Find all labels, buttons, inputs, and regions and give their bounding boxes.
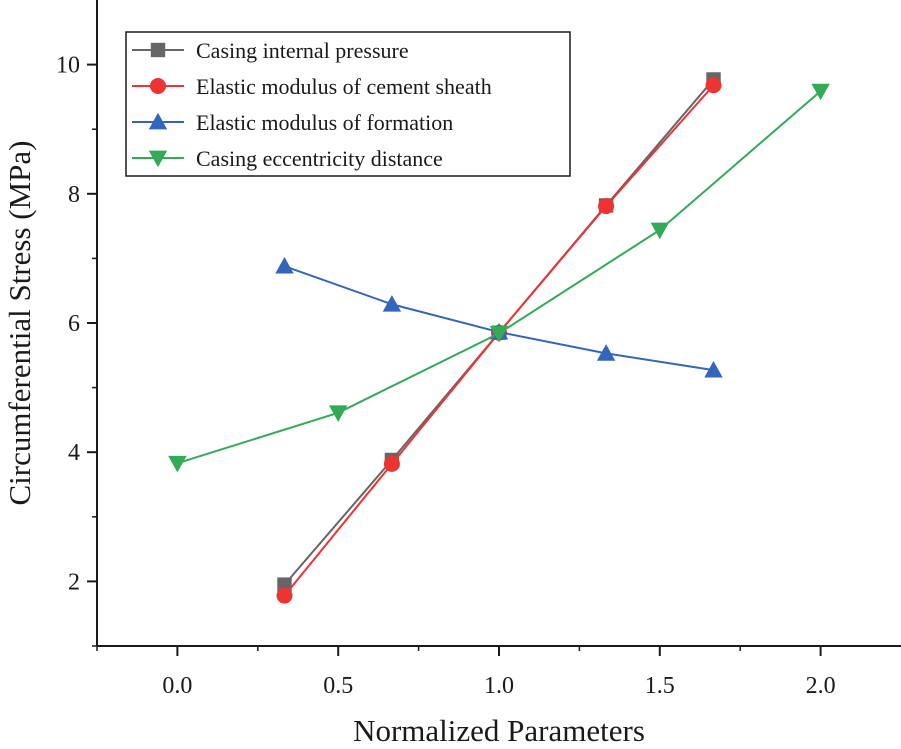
- data-point: [168, 455, 187, 473]
- data-point: [650, 222, 669, 240]
- legend-marker: [148, 150, 168, 168]
- data-point: [489, 325, 509, 343]
- data-point: [275, 256, 294, 274]
- x-tick-label: 1.5: [645, 673, 675, 699]
- legend-box: [125, 31, 571, 177]
- data-point: [598, 198, 615, 215]
- legend: Casing internal pressure Elastic modulus …: [125, 31, 571, 177]
- series-2: [275, 256, 723, 378]
- data-point: [382, 295, 402, 312]
- x-tick-label: 1.0: [484, 673, 514, 699]
- legend-item: Elastic modulus of formation: [132, 110, 453, 135]
- legend-marker: [148, 112, 168, 130]
- legend-item: Elastic modulus of cement sheath: [132, 74, 492, 99]
- data-point: [277, 577, 292, 592]
- data-point: [596, 344, 616, 361]
- legend-item: Casing eccentricity distance: [132, 146, 443, 171]
- series-line: [284, 265, 714, 372]
- legend-marker: [150, 42, 166, 58]
- data-point: [329, 405, 348, 422]
- legend-label: Casing internal pressure: [196, 38, 409, 63]
- y-tick-label: 2: [68, 569, 80, 595]
- series-group: [168, 72, 830, 604]
- legend-label: Elastic modulus of cement sheath: [196, 74, 492, 99]
- y-tick-label: 8: [68, 182, 80, 208]
- x-axis-title: Normalized Parameters: [353, 713, 645, 748]
- legend-item: Casing internal pressure: [132, 38, 409, 63]
- data-point: [704, 360, 723, 378]
- y-axis-title: Circumferential Stress (MPa): [2, 140, 37, 505]
- data-point: [705, 77, 722, 94]
- y-tick-label: 4: [68, 440, 80, 466]
- x-tick-label: 0.5: [323, 673, 353, 699]
- legend-label: Casing eccentricity distance: [196, 146, 443, 171]
- y-tick-label: 6: [68, 311, 80, 337]
- series-3: [168, 83, 830, 473]
- data-point: [383, 455, 400, 472]
- x-tick-label: 0.0: [162, 673, 192, 699]
- data-point: [811, 83, 830, 101]
- legend-label: Elastic modulus of formation: [196, 110, 453, 135]
- data-point: [276, 587, 293, 604]
- legend-marker: [150, 78, 166, 94]
- x-tick-label: 2.0: [806, 673, 836, 699]
- y-tick-label: 10: [56, 53, 80, 79]
